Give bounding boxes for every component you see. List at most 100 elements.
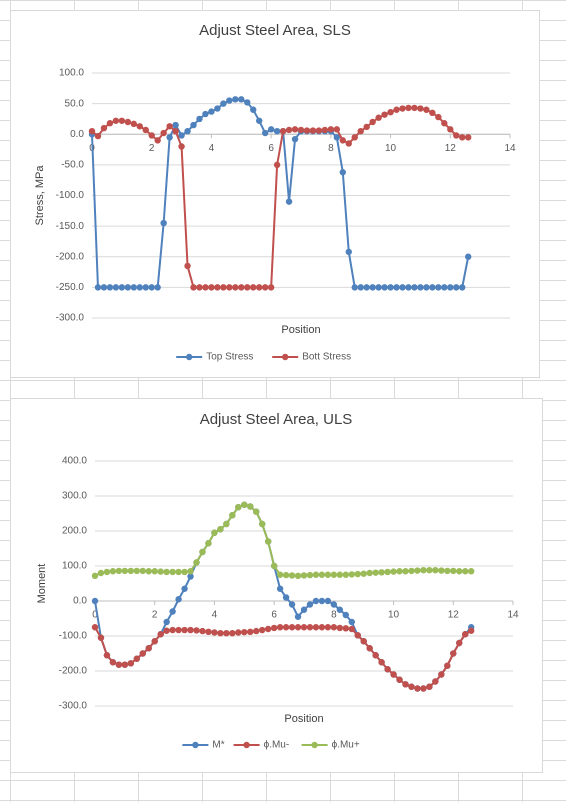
- marker: [151, 568, 158, 575]
- marker: [450, 567, 457, 575]
- marker: [160, 219, 167, 227]
- marker: [339, 137, 346, 144]
- marker: [369, 284, 376, 291]
- marker: [145, 645, 152, 652]
- marker: [190, 121, 197, 129]
- marker: [250, 284, 257, 291]
- marker: [259, 626, 266, 634]
- marker: [318, 624, 326, 631]
- marker: [336, 606, 344, 613]
- marker: [127, 567, 135, 575]
- marker: [360, 570, 367, 577]
- x-tick-label: 10: [385, 143, 397, 154]
- marker: [250, 106, 257, 113]
- marker: [211, 629, 218, 636]
- marker: [112, 117, 120, 124]
- x-tick-label: 12: [448, 610, 460, 621]
- marker: [333, 126, 341, 133]
- marker: [100, 284, 108, 291]
- marker: [378, 569, 385, 576]
- marker: [270, 624, 278, 632]
- marker: [351, 134, 358, 141]
- marker: [318, 571, 326, 578]
- x-tick-label: 8: [328, 143, 334, 154]
- marker: [294, 624, 302, 631]
- x-axis-label: Position: [281, 324, 320, 336]
- x-tick-label: 2: [149, 143, 155, 154]
- marker: [187, 573, 194, 580]
- marker: [426, 683, 433, 690]
- marker: [97, 569, 105, 577]
- marker: [387, 109, 394, 116]
- marker: [253, 508, 260, 515]
- marker: [315, 127, 323, 134]
- marker: [247, 628, 254, 635]
- marker: [414, 685, 421, 692]
- marker: [202, 284, 209, 291]
- marker: [390, 671, 397, 678]
- y-tick-label: -250.0: [56, 282, 85, 293]
- x-tick-label: 12: [445, 143, 457, 154]
- marker: [244, 284, 251, 291]
- marker: [130, 284, 137, 291]
- marker: [220, 100, 227, 107]
- marker: [103, 568, 111, 576]
- marker: [387, 284, 394, 291]
- marker: [166, 123, 173, 130]
- legend-label: Bott Stress: [302, 352, 351, 363]
- marker: [342, 571, 349, 578]
- marker: [169, 608, 176, 615]
- marker: [372, 652, 379, 659]
- marker: [229, 512, 236, 519]
- marker: [136, 284, 143, 291]
- marker: [181, 568, 188, 576]
- marker: [267, 126, 275, 133]
- marker: [372, 569, 379, 576]
- marker: [366, 645, 373, 652]
- marker: [378, 659, 385, 666]
- y-tick-label: 400.0: [62, 456, 87, 467]
- marker: [175, 568, 182, 576]
- marker: [91, 624, 99, 631]
- marker: [282, 571, 290, 579]
- x-tick-label: 2: [152, 610, 158, 621]
- marker: [115, 661, 123, 668]
- marker: [172, 121, 179, 129]
- marker: [459, 134, 466, 141]
- marker: [465, 134, 472, 141]
- x-tick-label: 6: [271, 610, 277, 621]
- marker: [166, 134, 173, 141]
- x-tick-label: 4: [209, 143, 215, 154]
- marker: [261, 129, 269, 137]
- marker: [169, 568, 176, 576]
- y-tick-label: 300.0: [62, 491, 87, 502]
- marker: [435, 113, 442, 121]
- marker: [264, 625, 272, 633]
- marker: [411, 104, 418, 112]
- marker: [411, 284, 418, 291]
- marker: [426, 567, 433, 574]
- marker: [306, 624, 314, 631]
- marker: [238, 96, 245, 103]
- marker: [261, 284, 269, 291]
- marker: [94, 284, 102, 291]
- marker: [429, 109, 436, 117]
- marker: [384, 568, 391, 576]
- marker: [175, 596, 182, 603]
- marker: [297, 126, 305, 134]
- marker: [151, 638, 158, 645]
- marker: [375, 284, 382, 291]
- marker: [288, 572, 296, 579]
- marker: [333, 134, 341, 141]
- marker: [381, 111, 388, 118]
- x-tick-label: 14: [504, 143, 516, 154]
- marker: [294, 572, 302, 579]
- marker: [109, 659, 117, 666]
- marker: [214, 284, 221, 291]
- marker: [369, 118, 376, 126]
- marker: [94, 132, 102, 140]
- marker: [453, 284, 460, 291]
- marker: [181, 585, 188, 592]
- marker: [417, 284, 424, 291]
- legend-marker: [243, 741, 250, 749]
